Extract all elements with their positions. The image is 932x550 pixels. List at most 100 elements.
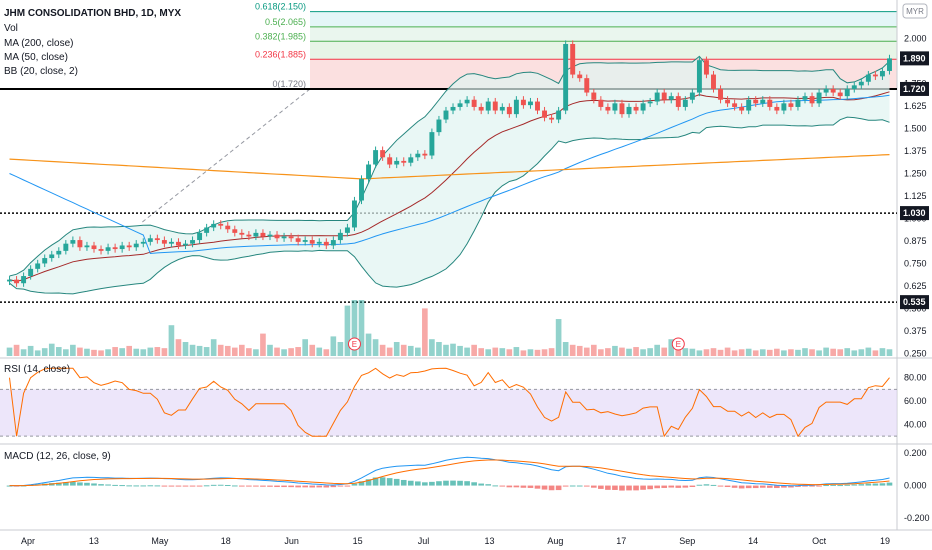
volume-bar <box>879 348 886 356</box>
volume-bar <box>224 345 231 356</box>
volume-bar <box>619 347 625 356</box>
candle-body <box>253 232 259 237</box>
volume-bar <box>858 349 865 356</box>
macd-histogram-bar <box>330 485 337 488</box>
candle-body <box>647 101 653 104</box>
candle-body <box>872 74 878 77</box>
volume-bar <box>471 344 477 356</box>
price-tick-label: 1.625 <box>904 101 927 111</box>
volume-bar <box>231 347 238 356</box>
candle-body <box>605 106 611 111</box>
volume-bar <box>675 349 682 356</box>
volume-bar <box>612 345 618 356</box>
macd-histogram-bar <box>492 485 499 487</box>
candle-body <box>556 110 562 120</box>
candle-body <box>408 157 414 163</box>
earnings-marker[interactable]: E <box>347 337 361 351</box>
currency-badge[interactable] <box>902 3 928 19</box>
candle-body <box>28 268 34 277</box>
macd-histogram-bar <box>77 482 83 486</box>
volume-bar <box>830 348 836 356</box>
volume-bar <box>274 347 280 356</box>
candle-body <box>161 240 167 244</box>
macd-histogram-bar <box>112 484 118 486</box>
vol-legend[interactable]: Vol <box>4 23 18 34</box>
candle-body <box>535 101 540 111</box>
candle-body <box>267 234 273 237</box>
volume-bar <box>809 349 815 356</box>
macd-histogram-bar <box>527 485 534 488</box>
macd-histogram-bar <box>351 483 358 486</box>
macd-histogram-bar <box>140 485 147 487</box>
candle-body <box>626 106 632 115</box>
volume-bar <box>119 348 125 356</box>
volume-bar <box>668 339 675 356</box>
macd-histogram-bar <box>217 484 224 486</box>
volume-bar <box>267 344 273 356</box>
candle-body <box>739 106 745 111</box>
time-tick-label: Jun <box>284 536 299 546</box>
volume-bar <box>576 345 583 356</box>
volume-bar <box>548 348 555 356</box>
candle-body <box>323 241 329 246</box>
ma200-line <box>9 154 890 180</box>
candle-body <box>457 103 463 107</box>
macd-histogram-bar <box>752 485 759 489</box>
macd-tick-label: 0.000 <box>904 481 927 491</box>
volume-bar <box>478 348 484 356</box>
macd-histogram-bar <box>802 485 808 487</box>
macd-histogram-bar <box>583 485 590 487</box>
ma200-legend[interactable]: MA (200, close) <box>4 38 73 49</box>
volume-bar <box>633 347 639 356</box>
candle-body <box>147 238 153 242</box>
price-tag: 1.030 <box>900 206 929 221</box>
candle-body <box>260 232 266 237</box>
candle-body <box>154 238 160 241</box>
candle-body <box>70 240 76 244</box>
macd-histogram-bar <box>759 485 766 488</box>
volume-bar <box>407 345 414 356</box>
volume-bar <box>260 333 266 356</box>
candle-body <box>352 200 357 228</box>
candle-body <box>619 103 625 115</box>
ma50-legend[interactable]: MA (50, close) <box>4 52 68 63</box>
candle-body <box>696 60 702 93</box>
volume-bar <box>492 347 499 356</box>
volume-bar <box>281 349 287 356</box>
price-tick-label: 1.500 <box>904 124 927 134</box>
price-tick-label: 1.250 <box>904 169 927 179</box>
macd-histogram-bar <box>541 485 548 490</box>
volume-bar <box>569 344 576 356</box>
price-tag: 1.890 <box>900 51 929 66</box>
macd-histogram-bar <box>239 485 245 487</box>
candle-body <box>401 160 407 163</box>
fib-level-label: 0.5(2.065) <box>265 17 306 27</box>
candle-body <box>689 92 695 100</box>
volume-bar <box>175 339 182 356</box>
candle-body <box>218 223 224 226</box>
macd-histogram-bar <box>457 480 463 486</box>
macd-histogram-bar <box>590 485 597 488</box>
macd-histogram-bar <box>407 480 414 486</box>
volume-bar <box>379 344 386 356</box>
macd-histogram-bar <box>281 485 287 488</box>
volume-bar <box>647 348 653 356</box>
candle-body <box>837 92 843 97</box>
candle-body <box>577 74 583 79</box>
earnings-marker[interactable]: E <box>671 337 685 351</box>
rsi-legend[interactable]: RSI (14, close) <box>4 364 70 375</box>
volume-bar <box>246 348 252 356</box>
candle-body <box>42 258 48 264</box>
macd-legend[interactable]: MACD (12, 26, close, 9) <box>4 451 111 462</box>
macd-histogram-bar <box>393 478 400 486</box>
volume-bar <box>710 348 717 356</box>
bb-legend[interactable]: BB (20, close, 2) <box>4 66 78 77</box>
time-axis[interactable]: Apr 13 May 18 Jun 15 Jul 13 Aug 17 Sep 14 Oct 19 <box>21 536 890 546</box>
macd-histogram-bar <box>499 485 506 487</box>
macd-pane[interactable]: 0.200 0.000 -0.200 <box>6 448 930 523</box>
fib-zone <box>310 41 897 60</box>
macd-histogram-bar <box>858 484 865 486</box>
rsi-pane[interactable]: 80.00 60.00 40.00 <box>0 367 927 438</box>
volume-bar <box>63 349 69 356</box>
